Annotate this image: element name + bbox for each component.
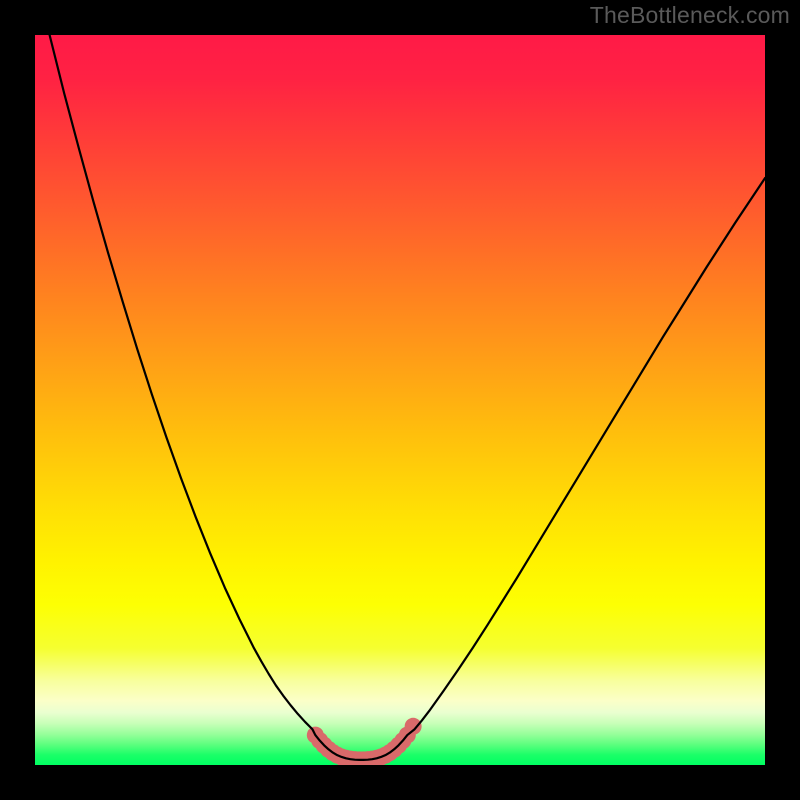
- bottleneck-chart: [0, 0, 800, 800]
- chart-frame: TheBottleneck.com: [0, 0, 800, 800]
- watermark-text: TheBottleneck.com: [590, 2, 790, 29]
- plot-background: [35, 35, 765, 765]
